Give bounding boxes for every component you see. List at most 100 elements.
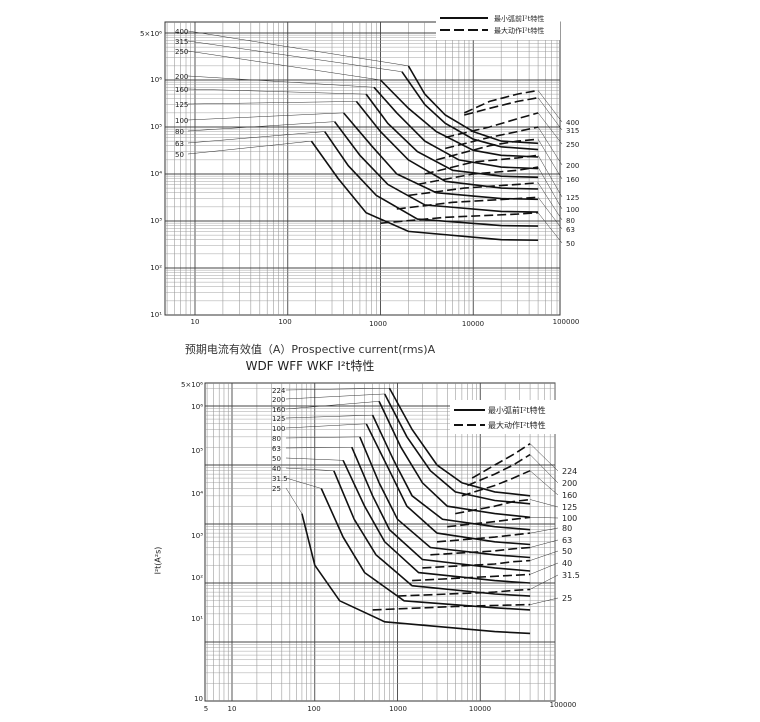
max-operating-curve-50	[422, 559, 531, 569]
bot-left-rating-200: 200	[272, 396, 285, 404]
max-operating-curve-63	[430, 546, 531, 556]
min-prearc-curve-125	[355, 100, 539, 190]
right-leader-63	[537, 197, 563, 230]
left-leader-31.5	[285, 477, 322, 489]
top-right-rating-50: 50	[566, 240, 575, 248]
right-leader-160	[529, 470, 559, 496]
right-leader-25	[530, 597, 559, 605]
bot-xtick-3: 1000	[389, 705, 407, 713]
max-operating-curve-80	[408, 182, 539, 197]
top-legend-min-prearc: 最小弧前I²t特性	[494, 14, 544, 23]
top-right-rating-400: 400	[566, 119, 579, 127]
bot-right-rating-200: 200	[562, 479, 577, 488]
min-prearc-curve-315	[401, 71, 539, 151]
bot-xtick-0: 5	[204, 705, 208, 713]
bot-right-rating-160: 160	[562, 491, 577, 500]
bot-ytick-1: 10⁶	[191, 403, 203, 411]
right-leader-100	[530, 517, 559, 519]
min-prearc-curve-200	[373, 86, 539, 170]
min-prearc-curve-25	[301, 513, 531, 635]
top-left-rating-125: 125	[175, 101, 188, 109]
bot-ytick-3: 10⁴	[191, 490, 203, 498]
right-leader-125	[537, 155, 563, 198]
bottom-y-axis-label: I²t(A²s)	[153, 546, 163, 575]
right-leader-40	[529, 562, 559, 575]
right-leader-31.5	[529, 574, 559, 590]
bottom-chart: 5×10⁶ 10⁶ 10⁵ 10⁴ 10³ 10² 10¹ 10 5 10 10…	[181, 381, 580, 713]
left-leader-50	[285, 457, 344, 461]
max-operating-curve-125	[424, 154, 539, 175]
bot-right-rating-25: 25	[562, 594, 572, 603]
bot-ytick-4: 10³	[191, 532, 203, 540]
top-right-rating-160: 160	[566, 176, 579, 184]
left-leader-25	[285, 487, 303, 514]
right-leader-224	[529, 443, 559, 472]
bot-xtick-1: 10	[228, 705, 237, 713]
bot-xtick-4: 10000	[469, 705, 491, 713]
top-ytick-3: 10⁴	[150, 170, 162, 178]
left-leader-160	[187, 88, 367, 95]
right-leader-80	[537, 182, 563, 221]
max-operating-curve-200	[445, 126, 539, 150]
bottom-legend-bg	[450, 400, 560, 434]
bot-right-rating-100: 100	[562, 514, 577, 523]
top-right-rating-315: 315	[566, 127, 579, 135]
min-prearc-curve-224	[388, 387, 531, 497]
left-leader-224	[285, 387, 390, 391]
bottom-legend-min-prearc: 最小弧前I²t特性	[488, 405, 546, 415]
bot-left-rating-63: 63	[272, 445, 281, 453]
top-left-rating-250: 250	[175, 48, 188, 56]
bot-left-rating-80: 80	[272, 435, 281, 443]
bot-right-rating-63: 63	[562, 536, 572, 545]
max-operating-curve-224	[471, 443, 531, 479]
top-chart: 5×10⁶ 10⁶ 10⁵ 10⁴ 10³ 10² 10¹ 10 100 100…	[140, 12, 579, 328]
bot-ytick-6: 10¹	[191, 615, 203, 623]
top-right-rating-125: 125	[566, 194, 579, 202]
top-curves	[310, 65, 539, 241]
bot-right-rating-50: 50	[562, 547, 572, 556]
bot-left-rating-125: 125	[272, 415, 285, 423]
top-left-rating-400: 400	[175, 28, 188, 36]
bot-ytick-0: 5×10⁶	[181, 381, 203, 389]
left-leader-315	[187, 40, 402, 72]
bot-ytick-5: 10²	[191, 574, 203, 582]
min-prearc-curve-80	[333, 121, 539, 213]
max-operating-curve-400	[463, 89, 539, 114]
bottom-chart-title: WDF WFF WKF I²t特性	[245, 359, 375, 373]
top-x-axis-caption: 预期电流有效值（A）Prospective current(rms)A	[184, 343, 436, 356]
bot-left-rating-160: 160	[272, 406, 285, 414]
bot-right-rating-40: 40	[562, 559, 572, 568]
max-operating-curve-63	[396, 196, 539, 210]
top-right-rating-80: 80	[566, 217, 575, 225]
max-operating-curve-160	[461, 469, 531, 497]
right-leader-400	[537, 90, 563, 123]
top-xtick-3: 10000	[462, 320, 484, 328]
bot-right-rating-125: 125	[562, 503, 577, 512]
max-operating-curve-160	[436, 138, 539, 161]
top-left-rating-315: 315	[175, 38, 188, 46]
bottom-legend-max-operating: 最大动作I²t特性	[488, 420, 546, 430]
right-leader-160	[537, 139, 563, 180]
min-prearc-curve-80	[359, 436, 531, 559]
max-operating-curve-250	[445, 112, 539, 139]
top-leader-lines	[187, 30, 563, 244]
bot-left-rating-31.5: 31.5	[272, 475, 288, 483]
bottom-curves	[301, 387, 531, 635]
top-xtick-0: 10	[191, 318, 200, 326]
min-prearc-curve-400	[407, 65, 539, 145]
top-left-rating-80: 80	[175, 128, 184, 136]
top-xtick-1: 100	[278, 318, 291, 326]
max-operating-curve-80	[436, 532, 531, 543]
max-operating-curve-31.5	[397, 588, 531, 597]
bot-right-rating-31.5: 31.5	[562, 571, 580, 580]
right-leader-80	[530, 527, 559, 534]
left-leader-125	[187, 101, 357, 105]
right-leader-50	[537, 212, 563, 244]
right-leader-200	[537, 126, 563, 166]
right-leader-200	[529, 454, 559, 484]
top-ytick-4: 10³	[150, 217, 162, 225]
max-operating-curve-315	[464, 96, 539, 116]
left-leader-160	[285, 401, 380, 410]
top-legend-bg	[436, 12, 560, 40]
